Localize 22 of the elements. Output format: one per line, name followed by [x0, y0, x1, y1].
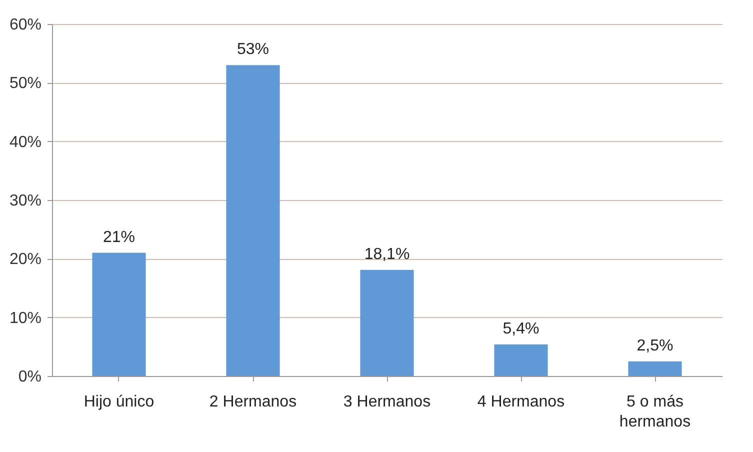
bar	[226, 65, 280, 376]
y-tick-label: 10%	[9, 310, 42, 327]
data-label: 53%	[236, 41, 270, 58]
x-tick-label: 2 Hermanos	[209, 394, 297, 410]
y-tick-label: 50%	[9, 75, 42, 92]
bar	[628, 361, 682, 376]
y-tick-label: 40%	[9, 134, 42, 151]
data-label: 21%	[102, 228, 136, 246]
data-label: 5,4%	[502, 320, 540, 338]
bar	[360, 270, 414, 376]
y-tick-label: 30%	[9, 192, 42, 210]
data-label: 18,1%	[364, 246, 410, 263]
data-label: 2,5%	[636, 337, 674, 354]
y-tick-label: 20%	[9, 251, 42, 268]
bar	[92, 252, 146, 376]
bar	[494, 344, 548, 376]
x-tick-label: Hijo único	[84, 394, 154, 410]
x-tick-label: 3 Hermanos	[343, 394, 431, 410]
x-tick-label: 4 Hermanos	[477, 394, 565, 410]
y-tick-label: 60%	[9, 16, 42, 34]
y-tick-label: 0%	[18, 368, 42, 386]
x-tick-label: 5 o más hermanos	[619, 394, 691, 430]
